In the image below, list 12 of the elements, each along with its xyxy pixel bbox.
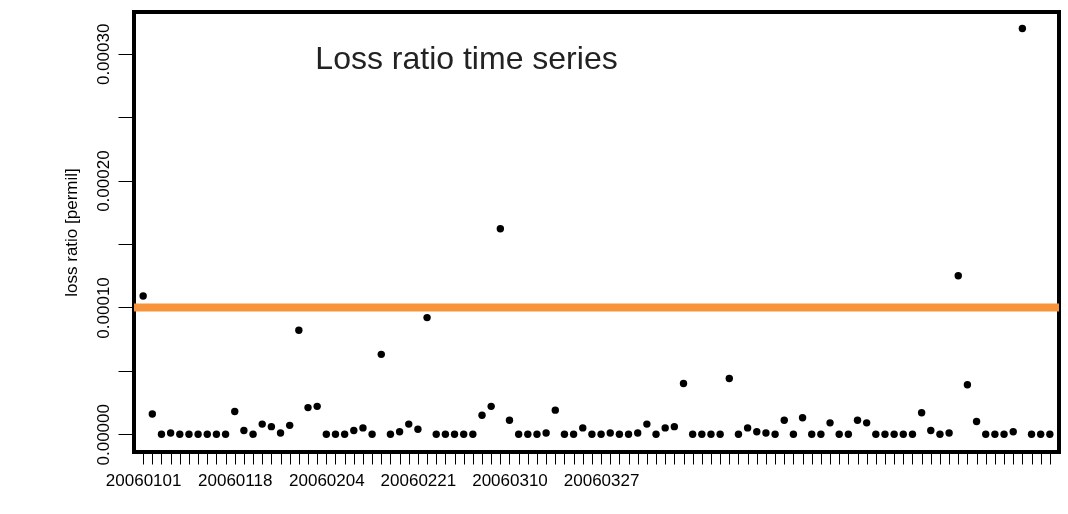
x-tick-label: 20060118 <box>198 470 273 490</box>
text: Loss ratio time series <box>315 40 618 76</box>
y-tick-label: 0.00030 <box>93 23 113 86</box>
x-tick-label: 20060327 <box>563 470 640 490</box>
y-axis-title: loss ratio [permil] <box>61 168 81 297</box>
x-tick-label: 20060101 <box>105 470 182 490</box>
x-tick-label: 20060221 <box>380 470 457 490</box>
y-tick-label: 0.00010 <box>93 277 113 339</box>
y-tick-label: 0.00000 <box>93 404 113 466</box>
x-tick-label: 20060310 <box>472 470 548 490</box>
y-tick-label: 0.00020 <box>93 150 113 212</box>
x-tick-label: 20060204 <box>289 470 365 490</box>
